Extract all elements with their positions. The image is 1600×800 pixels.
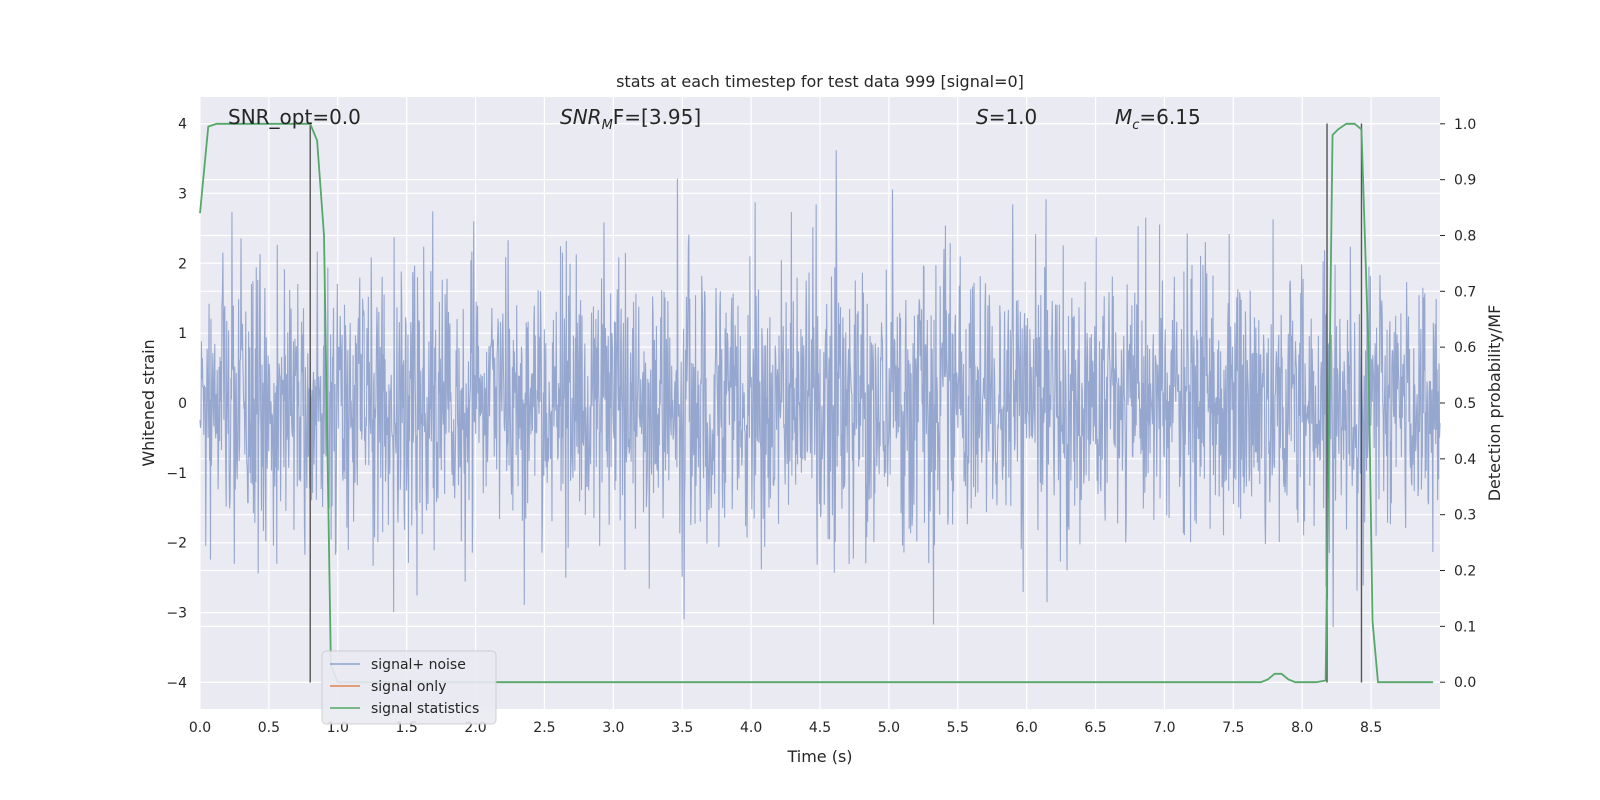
snr-mf-main: SNR <box>560 105 602 129</box>
left-y-tick-label: 1 <box>178 326 187 342</box>
legend-label-signal-noise: signal+ noise <box>371 657 466 673</box>
right-y-tick-label: 0.4 <box>1454 452 1476 468</box>
mc-main: M <box>1115 105 1132 129</box>
x-tick-label: 7.0 <box>1153 720 1175 736</box>
left-y-tick-label: −3 <box>166 606 187 622</box>
right-y-axis-label: Detection probability/MF <box>1485 305 1504 502</box>
right-y-tick-label: 0.9 <box>1454 173 1476 189</box>
right-y-tick-label: 0.2 <box>1454 564 1476 580</box>
x-tick-label: 0.5 <box>258 720 280 736</box>
x-tick-label: 6.0 <box>1016 720 1038 736</box>
left-y-tick-label: −1 <box>166 466 187 482</box>
x-tick-label: 8.5 <box>1360 720 1382 736</box>
legend-box <box>321 650 497 725</box>
x-tick-labels: 0.0 0.5 1.0 1.5 2.0 2.5 3.0 3.5 4.0 4.5 5.0 5.5 6.0 6… <box>189 720 1382 736</box>
signal-noise-series <box>199 150 1441 627</box>
legend-label-signal-only: signal only <box>371 679 446 695</box>
right-y-tick-label: 0.7 <box>1454 284 1476 300</box>
right-y-tick-label: 0.0 <box>1454 675 1476 691</box>
x-tick-label: 3.5 <box>671 720 693 736</box>
left-y-tick-label: 3 <box>178 186 187 202</box>
right-y-tick-label: 1.0 <box>1454 117 1476 133</box>
signal-statistics-line <box>199 122 1434 684</box>
left-y-tick-label: −2 <box>166 536 187 552</box>
left-y-tick-label: −4 <box>166 675 187 691</box>
legend-label-signal-statistics: signal statistics <box>371 701 479 717</box>
left-y-axis-label: Whitened strain <box>139 339 158 466</box>
left-y-tick-labels: 4 3 2 1 0 −1 −2 −3 −4 <box>166 117 187 692</box>
left-y-tick-label: 2 <box>178 256 187 272</box>
x-tick-label: 2.5 <box>533 720 555 736</box>
right-y-tick-label: 0.6 <box>1454 340 1476 356</box>
chart-title: stats at each timestep for test data 999… <box>616 72 1024 91</box>
annotation-s: S=1.0 <box>976 105 1037 129</box>
x-axis-label: Time (s) <box>786 747 852 766</box>
right-y-tick-label: 0.8 <box>1454 228 1476 244</box>
signal-noise-line <box>199 150 1441 627</box>
right-y-tick-labels: 1.0 0.9 0.8 0.7 0.6 0.5 0.4 0.3 0.2 0.1 0.0 <box>1440 117 1476 691</box>
annotation-snr-opt: SNR_opt=0.0 <box>228 105 361 129</box>
snr-mf-rest: F=[3.95] <box>613 105 701 129</box>
right-y-tick-label: 0.3 <box>1454 508 1476 524</box>
x-tick-label: 5.5 <box>947 720 969 736</box>
x-tick-label: 7.5 <box>1222 720 1244 736</box>
x-tick-label: 0.0 <box>189 720 211 736</box>
snr-mf-sub: M <box>602 118 613 133</box>
annotation-mc: Mc=6.15 <box>1115 105 1201 133</box>
x-tick-label: 4.5 <box>809 720 831 736</box>
x-tick-label: 6.5 <box>1084 720 1106 736</box>
legend: signal+ noise signal only signal statist… <box>321 650 497 725</box>
s-rest: =1.0 <box>989 105 1038 129</box>
x-tick-label: 5.0 <box>878 720 900 736</box>
x-tick-label: 4.0 <box>740 720 762 736</box>
annotation-snr-mf: SNRMF=[3.95] <box>560 105 701 133</box>
left-y-tick-label: 0 <box>178 396 187 412</box>
mc-rest: =6.15 <box>1139 105 1200 129</box>
x-tick-label: 3.0 <box>602 720 624 736</box>
signal-statistics-series <box>199 122 1434 684</box>
left-y-tick-label: 4 <box>178 117 187 133</box>
s-main: S <box>976 105 989 129</box>
x-tick-label: 8.0 <box>1291 720 1313 736</box>
mc-sub: c <box>1132 118 1139 133</box>
right-y-tick-label: 0.1 <box>1454 619 1476 635</box>
right-y-tick-label: 0.5 <box>1454 396 1476 412</box>
